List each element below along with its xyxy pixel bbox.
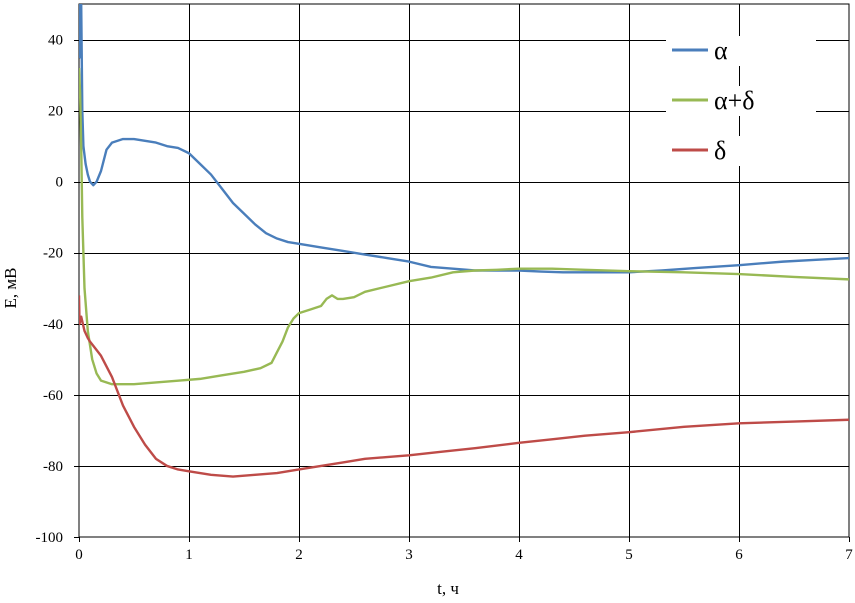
y-axis-label: E, мВ [1,268,20,309]
y-tick-label: 40 [48,33,63,49]
plot-area [78,3,850,538]
y-tick-label: 0 [56,175,64,191]
y-tick-label: 20 [48,104,63,120]
axes: 0 1 2 3 4 5 6 7 -100 -80 -60 -40 -20 0 20 40 [36,33,854,563]
x-tick-label: 2 [295,547,303,563]
x-axis-label: t, ч [437,579,459,598]
x-tick-label: 5 [625,547,633,563]
x-tick-label: 6 [735,547,743,563]
grid [78,3,850,538]
series-group [79,4,849,478]
y-tick-label: -60 [43,388,63,404]
x-tick-label: 1 [185,547,193,563]
series-line-2 [79,295,849,478]
y-tick-label: -80 [43,459,63,475]
series-line-0 [79,4,849,274]
x-tick-label: 0 [75,547,83,563]
legend-label: δ [714,136,726,165]
x-tick-label: 4 [515,547,523,563]
y-tick-label: -20 [43,246,63,262]
x-tick-label: 7 [845,547,853,563]
legend-label: α+δ [714,86,755,115]
y-tick-label: -40 [43,317,63,333]
legend: α α+δ δ [666,36,816,166]
y-tick-label: -100 [36,530,64,546]
series-line-1 [79,67,849,386]
x-tick-label: 3 [405,547,413,563]
legend-label: α [714,36,728,65]
